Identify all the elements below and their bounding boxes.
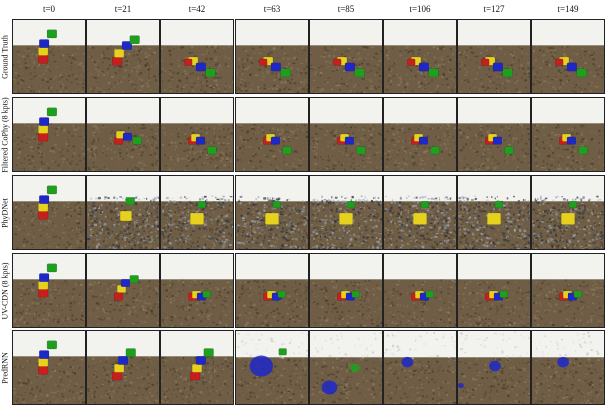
- frame-r4-c4: [309, 330, 383, 405]
- row-label-text: Filtered CoPhy (8 kpts): [0, 96, 10, 173]
- frame-r4-c1: [86, 330, 160, 405]
- row-label-text: UV-CDN (8 kpts): [0, 261, 10, 320]
- frame-r1-c3: [235, 97, 309, 172]
- frame-r0-c7: [531, 19, 605, 94]
- frame-r2-c1: [86, 175, 160, 250]
- frame-r4-c7: [531, 330, 605, 405]
- time-label-5: t=106: [409, 4, 431, 14]
- frame-r3-c3: [235, 253, 309, 328]
- frame-r1-c1: [86, 97, 160, 172]
- frame-r0-c2: [160, 19, 234, 94]
- frame-r2-c4: [309, 175, 383, 250]
- frame-r0-c0: [12, 19, 86, 94]
- frame-r3-c5: [383, 253, 457, 328]
- frame-r1-c6: [457, 97, 531, 172]
- row-label-4: PredRNN: [0, 330, 10, 405]
- frame-r2-c6: [457, 175, 531, 250]
- frame-r0-c5: [383, 19, 457, 94]
- frame-r0-c4: [309, 19, 383, 94]
- row-label-1: Filtered CoPhy (8 kpts): [0, 97, 10, 172]
- frame-r2-c5: [383, 175, 457, 250]
- time-label-6: t=127: [483, 4, 505, 14]
- frame-r0-c3: [235, 19, 309, 94]
- row-label-text: Ground Truth: [0, 34, 10, 79]
- frame-r4-c2: [160, 330, 234, 405]
- row-label-3: UV-CDN (8 kpts): [0, 253, 10, 328]
- frame-r0-c1: [86, 19, 160, 94]
- frame-r2-c2: [160, 175, 234, 250]
- frame-r3-c0: [12, 253, 86, 328]
- row-label-2: PhyDNet: [0, 175, 10, 250]
- frame-r3-c4: [309, 253, 383, 328]
- frame-r1-c0: [12, 97, 86, 172]
- frame-r2-c0: [12, 175, 86, 250]
- frame-r0-c6: [457, 19, 531, 94]
- frame-r3-c1: [86, 253, 160, 328]
- frame-r1-c4: [309, 97, 383, 172]
- frame-r2-c3: [235, 175, 309, 250]
- frame-r1-c7: [531, 97, 605, 172]
- row-label-text: PhyDNet: [0, 197, 10, 228]
- frame-r3-c6: [457, 253, 531, 328]
- time-label-2: t=42: [188, 4, 206, 14]
- frame-r4-c6: [457, 330, 531, 405]
- time-label-0: t=0: [42, 4, 56, 14]
- frame-r4-c0: [12, 330, 86, 405]
- frame-r4-c3: [235, 330, 309, 405]
- frame-r3-c2: [160, 253, 234, 328]
- frame-r1-c2: [160, 97, 234, 172]
- time-label-1: t=21: [114, 4, 132, 14]
- time-label-3: t=63: [263, 4, 281, 14]
- time-label-4: t=85: [337, 4, 355, 14]
- row-label-text: PredRNN: [0, 351, 10, 384]
- frame-r3-c7: [531, 253, 605, 328]
- time-label-7: t=149: [557, 4, 579, 14]
- frame-r4-c5: [383, 330, 457, 405]
- frame-r2-c7: [531, 175, 605, 250]
- row-label-0: Ground Truth: [0, 19, 10, 94]
- frame-r1-c5: [383, 97, 457, 172]
